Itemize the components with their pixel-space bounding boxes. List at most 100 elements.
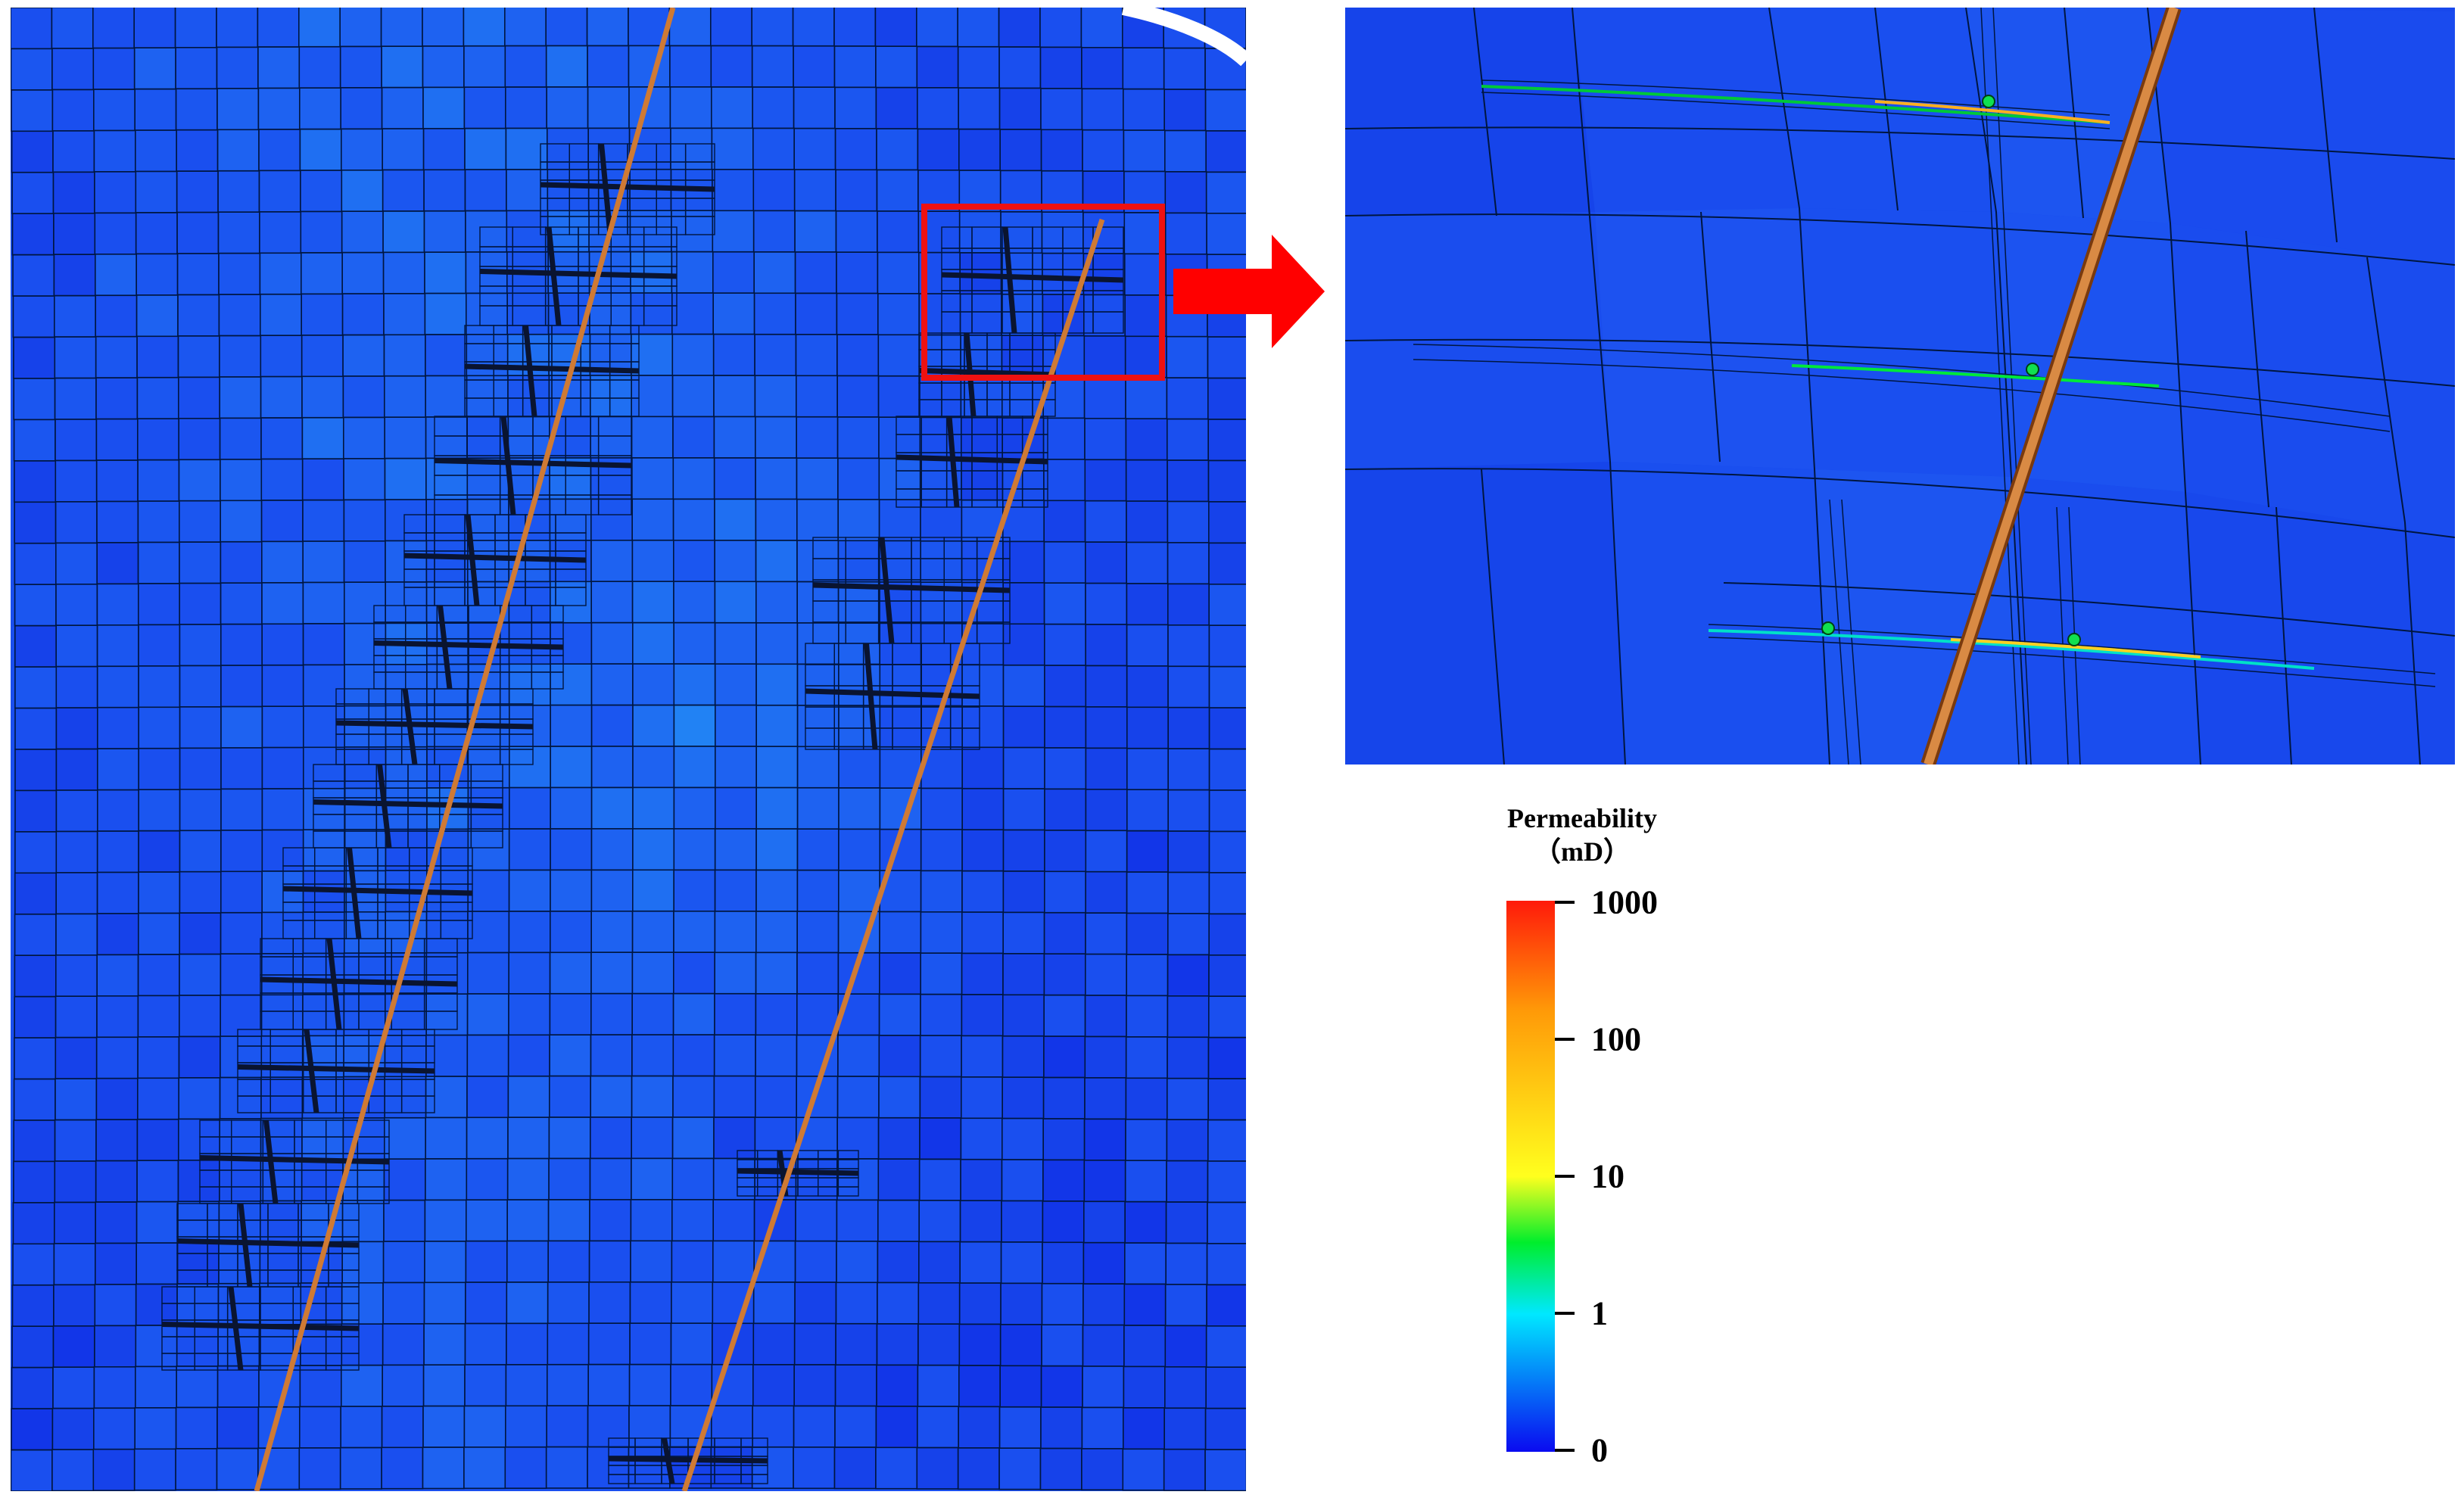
grid-cell xyxy=(1002,953,1045,996)
grid-cell xyxy=(836,416,880,459)
grid-cell xyxy=(383,1117,426,1160)
grid-cell xyxy=(425,1076,468,1119)
grid-cell xyxy=(343,540,386,583)
grid-cell xyxy=(631,1157,674,1200)
grid-cell xyxy=(1083,376,1126,419)
zoom-grid-line xyxy=(1708,637,2436,687)
grid-cell xyxy=(465,1199,508,1242)
grid-cell xyxy=(673,869,716,912)
zoom-grid-line xyxy=(2147,8,2201,765)
grid-cell xyxy=(260,417,304,460)
grid-cell xyxy=(176,253,220,296)
grid-cell xyxy=(671,1199,714,1242)
grid-cell xyxy=(546,86,589,129)
grid-cell xyxy=(671,210,714,253)
fracture-trace xyxy=(282,886,473,896)
grid-cell xyxy=(216,1447,259,1490)
grid-cell xyxy=(14,749,58,792)
grid-cell xyxy=(550,621,593,665)
grid-cell xyxy=(1084,500,1127,543)
grid-cell xyxy=(836,1158,880,1201)
grid-cell xyxy=(1167,665,1210,708)
grid-cell xyxy=(507,1116,550,1160)
grid-cell xyxy=(590,1034,633,1077)
grid-cell xyxy=(874,8,917,48)
grid-cell xyxy=(714,663,757,706)
grid-cell xyxy=(1165,1201,1208,1244)
grid-cell xyxy=(754,375,797,418)
grid-cell xyxy=(795,334,838,377)
grid-cell xyxy=(958,1282,1001,1325)
grid-cell xyxy=(96,624,139,667)
grid-cell xyxy=(93,129,136,173)
grid-cell xyxy=(424,1241,467,1284)
grid-cell xyxy=(714,828,757,871)
grid-cell xyxy=(1204,1449,1246,1491)
grid-cell xyxy=(259,252,302,295)
grid-cell xyxy=(546,1405,589,1448)
grid-cell xyxy=(179,830,222,873)
fracture-trace xyxy=(403,553,587,563)
grid-cell xyxy=(136,376,179,419)
grid-boundary-edge xyxy=(1121,8,1246,67)
grid-cell xyxy=(1002,705,1045,749)
grid-cell xyxy=(216,8,259,48)
grid-cell xyxy=(754,416,797,459)
grid-cell xyxy=(53,254,96,297)
grid-cell xyxy=(751,8,794,47)
grid-cell xyxy=(670,127,713,170)
grid-cell xyxy=(629,1281,672,1325)
grid-cell xyxy=(302,746,345,789)
grid-cell xyxy=(793,86,836,129)
grid-cell xyxy=(550,786,593,830)
grid-cell xyxy=(138,912,181,955)
legend-title: Permeability xyxy=(1507,803,1657,833)
grid-cell xyxy=(175,1406,218,1450)
grid-cell xyxy=(755,540,798,583)
grid-cell xyxy=(590,621,634,665)
grid-cell xyxy=(55,789,98,833)
grid-cell xyxy=(1081,1448,1124,1491)
grid-cells xyxy=(11,8,1246,1491)
grid-cell xyxy=(260,540,304,584)
grid-cell xyxy=(300,1323,343,1366)
grid-cell xyxy=(631,498,674,541)
grid-cell xyxy=(710,86,753,129)
grid-cell xyxy=(299,128,342,171)
grid-cell xyxy=(879,746,922,789)
grid-cell xyxy=(1000,1282,1043,1325)
grid-cell xyxy=(713,1075,756,1118)
grid-cell xyxy=(1126,665,1169,708)
grid-cell xyxy=(380,8,423,48)
zoom-grid-line xyxy=(1723,582,2455,637)
grid-cell xyxy=(425,1116,468,1160)
grid-cell xyxy=(504,1447,547,1490)
grid-cell xyxy=(961,870,1005,913)
grid-cell xyxy=(631,1116,674,1160)
grid-cell xyxy=(918,1241,961,1284)
grid-cell xyxy=(298,87,341,130)
grid-cell xyxy=(713,416,756,459)
grid-cell xyxy=(507,416,550,459)
grid-cell xyxy=(383,375,426,418)
fracture-3 xyxy=(1708,629,2315,670)
grid-cell xyxy=(755,498,798,541)
refined-cell xyxy=(740,1474,768,1484)
grid-cell xyxy=(998,46,1042,89)
grid-cell xyxy=(95,1077,139,1120)
grid-cell xyxy=(508,746,551,789)
grid-cell xyxy=(1208,665,1246,708)
grid-cell xyxy=(11,172,55,215)
grid-cell xyxy=(796,375,839,418)
zoom-grid-line xyxy=(1413,344,2391,417)
grid-cell xyxy=(876,169,919,212)
grid-cell xyxy=(628,1363,671,1406)
grid-cell xyxy=(959,1200,1002,1243)
grid-cell xyxy=(1205,1325,1246,1369)
grid-cell xyxy=(55,624,98,668)
grid-cell xyxy=(11,48,53,91)
grid-cell xyxy=(55,748,98,791)
grid-cell xyxy=(301,1159,344,1202)
grid-cell xyxy=(55,913,98,956)
grid-cell xyxy=(179,665,222,708)
